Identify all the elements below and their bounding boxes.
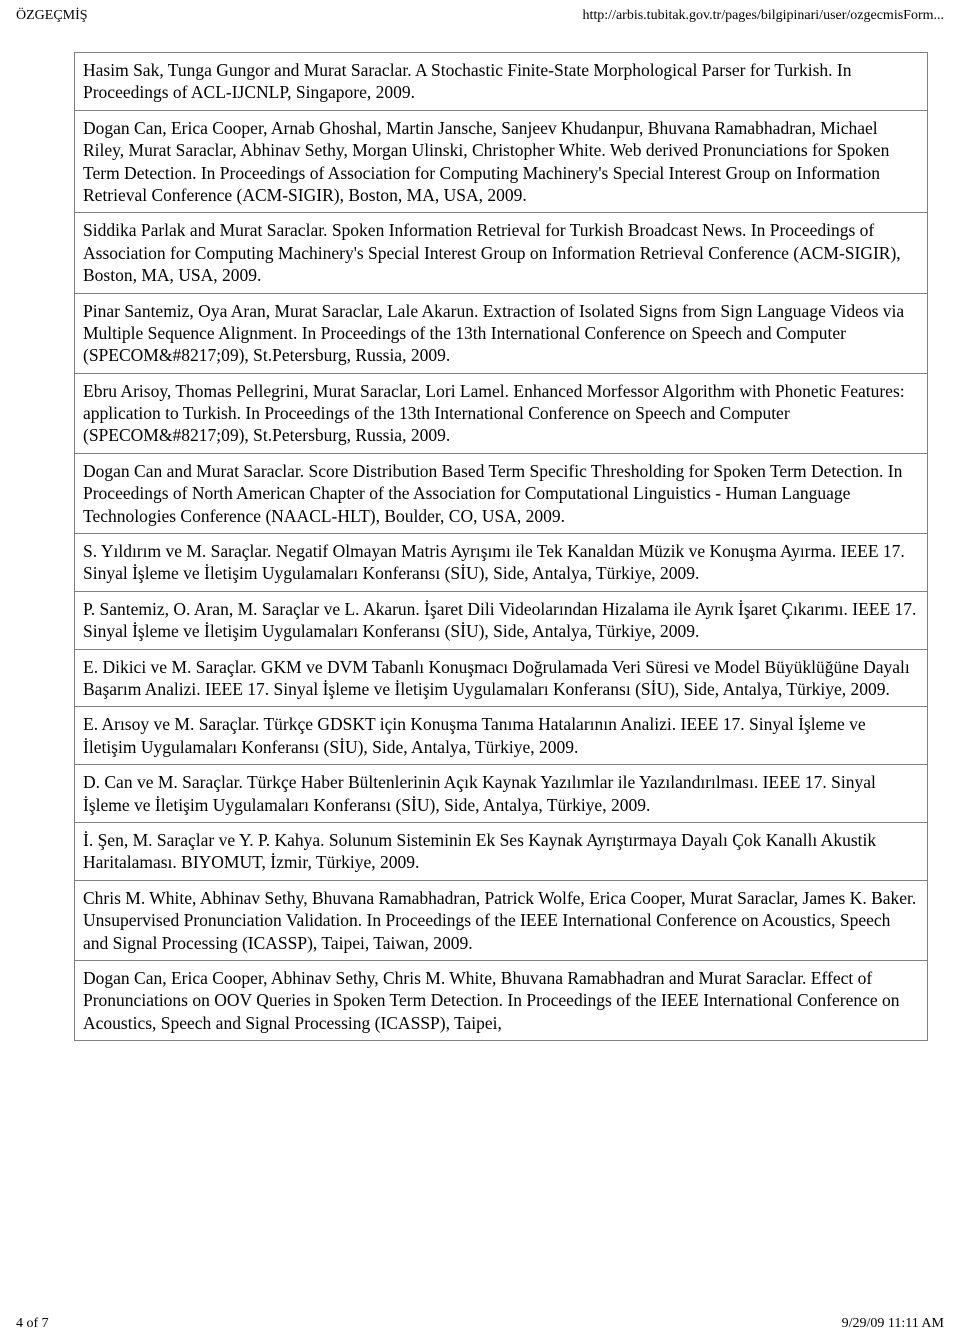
header-title: ÖZGEÇMİŞ xyxy=(16,8,88,24)
publication-cell: Pinar Santemiz, Oya Aran, Murat Saraclar… xyxy=(75,293,928,373)
table-row: P. Santemiz, O. Aran, M. Saraçlar ve L. … xyxy=(75,591,928,649)
table-row: Ebru Arisoy, Thomas Pellegrini, Murat Sa… xyxy=(75,373,928,453)
table-row: Hasim Sak, Tunga Gungor and Murat Saracl… xyxy=(75,53,928,111)
header-url: http://arbis.tubitak.gov.tr/pages/bilgip… xyxy=(583,8,944,24)
footer-timestamp: 9/29/09 11:11 AM xyxy=(842,1316,944,1332)
publication-cell: İ. Şen, M. Saraçlar ve Y. P. Kahya. Solu… xyxy=(75,822,928,880)
table-row: E. Arısoy ve M. Saraçlar. Türkçe GDSKT i… xyxy=(75,707,928,765)
table-row: Dogan Can, Erica Cooper, Abhinav Sethy, … xyxy=(75,960,928,1040)
publication-cell: Dogan Can, Erica Cooper, Arnab Ghoshal, … xyxy=(75,110,928,213)
table-row: E. Dikici ve M. Saraçlar. GKM ve DVM Tab… xyxy=(75,649,928,707)
publication-cell: S. Yıldırım ve M. Saraçlar. Negatif Olma… xyxy=(75,534,928,592)
publication-cell: E. Arısoy ve M. Saraçlar. Türkçe GDSKT i… xyxy=(75,707,928,765)
publication-cell: E. Dikici ve M. Saraçlar. GKM ve DVM Tab… xyxy=(75,649,928,707)
page-container: ÖZGEÇMİŞ http://arbis.tubitak.gov.tr/pag… xyxy=(0,0,960,1057)
publication-cell: P. Santemiz, O. Aran, M. Saraçlar ve L. … xyxy=(75,591,928,649)
table-row: Chris M. White, Abhinav Sethy, Bhuvana R… xyxy=(75,880,928,960)
publication-cell: Dogan Can and Murat Saraclar. Score Dist… xyxy=(75,453,928,533)
publication-cell: Hasim Sak, Tunga Gungor and Murat Saracl… xyxy=(75,53,928,111)
footer-page-number: 4 of 7 xyxy=(16,1316,49,1332)
publication-cell: Chris M. White, Abhinav Sethy, Bhuvana R… xyxy=(75,880,928,960)
table-row: Siddika Parlak and Murat Saraclar. Spoke… xyxy=(75,213,928,293)
table-row: D. Can ve M. Saraçlar. Türkçe Haber Bült… xyxy=(75,765,928,823)
table-row: S. Yıldırım ve M. Saraçlar. Negatif Olma… xyxy=(75,534,928,592)
table-row: Dogan Can, Erica Cooper, Arnab Ghoshal, … xyxy=(75,110,928,213)
table-row: İ. Şen, M. Saraçlar ve Y. P. Kahya. Solu… xyxy=(75,822,928,880)
table-row: Pinar Santemiz, Oya Aran, Murat Saraclar… xyxy=(75,293,928,373)
publication-cell: D. Can ve M. Saraçlar. Türkçe Haber Bült… xyxy=(75,765,928,823)
publication-cell: Siddika Parlak and Murat Saraclar. Spoke… xyxy=(75,213,928,293)
publication-cell: Ebru Arisoy, Thomas Pellegrini, Murat Sa… xyxy=(75,373,928,453)
publications-table: Hasim Sak, Tunga Gungor and Murat Saracl… xyxy=(74,52,928,1041)
page-header: ÖZGEÇMİŞ http://arbis.tubitak.gov.tr/pag… xyxy=(16,8,944,24)
table-row: Dogan Can and Murat Saraclar. Score Dist… xyxy=(75,453,928,533)
publication-cell: Dogan Can, Erica Cooper, Abhinav Sethy, … xyxy=(75,960,928,1040)
page-footer: 4 of 7 9/29/09 11:11 AM xyxy=(16,1316,944,1332)
